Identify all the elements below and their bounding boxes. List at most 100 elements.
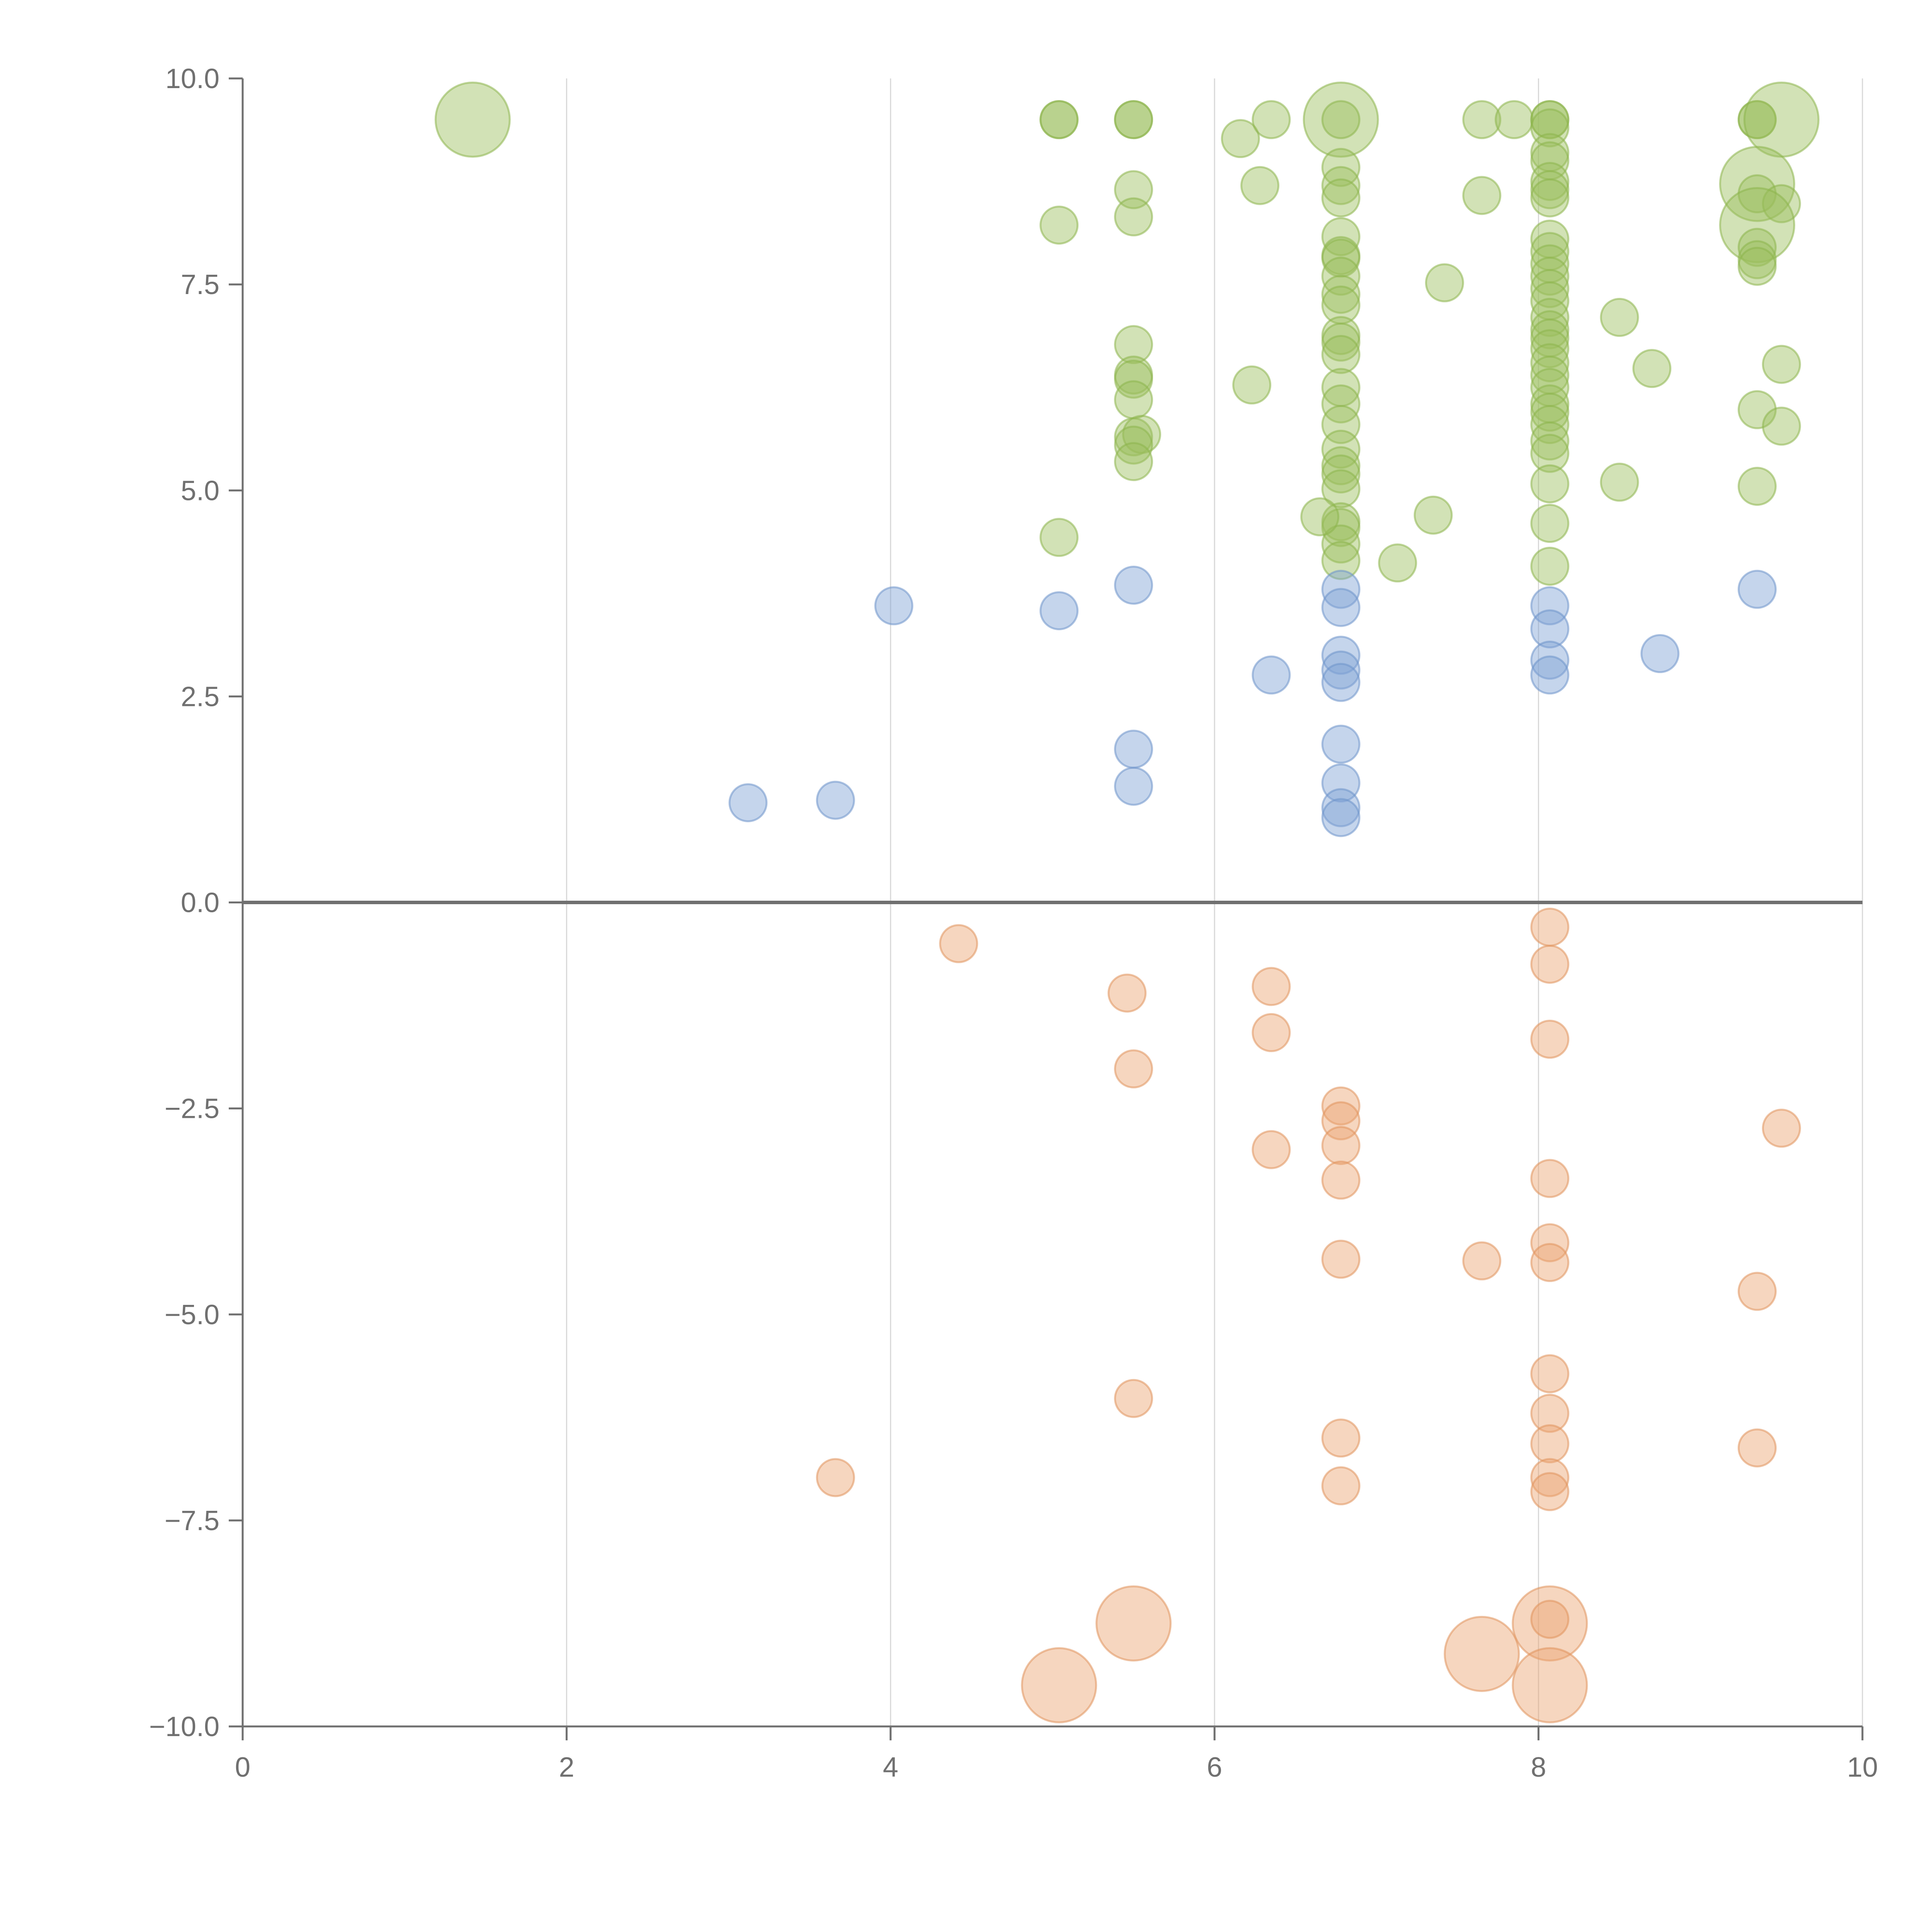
bubble-point — [1321, 636, 1361, 675]
bubble-point — [1530, 504, 1570, 543]
bubble-point — [1743, 82, 1820, 158]
bubble-point — [1738, 467, 1777, 506]
bubble-point — [1762, 345, 1801, 384]
bubble-point — [1039, 518, 1079, 557]
bubble-point — [1114, 359, 1153, 399]
bubble-point — [1321, 663, 1361, 702]
series-high — [434, 82, 1820, 586]
bubble-point — [1444, 1616, 1520, 1692]
x-tick-label: 6 — [1207, 1752, 1222, 1783]
bubble-point — [1114, 1049, 1153, 1088]
x-tick-label: 8 — [1531, 1752, 1546, 1783]
y-tick-label: −2.5 — [165, 1094, 219, 1124]
bubble-point — [1530, 1159, 1570, 1198]
bubble-point — [1321, 275, 1361, 314]
bubble-point — [434, 82, 511, 158]
bubble-point — [1321, 469, 1361, 509]
bubble-point — [1530, 405, 1570, 444]
bubble-point — [1762, 184, 1801, 223]
bubble-point — [1530, 393, 1570, 432]
bubble-point — [1252, 100, 1291, 139]
y-tick-label: 2.5 — [181, 681, 219, 712]
bubble-point — [1321, 788, 1361, 827]
bubble-point — [1321, 178, 1361, 218]
bubble-point — [1462, 1241, 1502, 1281]
series-mid — [728, 565, 1777, 837]
bubble-point — [1530, 546, 1570, 586]
bubble-point — [1114, 325, 1153, 364]
x-tick-label: 4 — [883, 1752, 898, 1783]
bubble-point — [1095, 1585, 1172, 1662]
bubble-point — [1640, 634, 1680, 673]
bubble-point — [1462, 100, 1502, 139]
bubble-point — [1530, 907, 1570, 947]
bubble-point — [1530, 944, 1570, 984]
bubble-point — [1530, 641, 1570, 680]
bubble-point — [1762, 406, 1801, 446]
bubble-point — [1321, 650, 1361, 690]
bubble-point — [1114, 425, 1153, 465]
bubble-point — [1530, 1458, 1570, 1497]
bubble-point — [1321, 454, 1361, 494]
bubble-point — [1321, 1418, 1361, 1458]
bubble-point — [728, 783, 768, 822]
bubble-point — [1039, 591, 1079, 631]
bubble-point — [1303, 82, 1379, 158]
bubble-point — [1114, 442, 1153, 481]
bubble-point — [1321, 100, 1361, 139]
axis-layer: 0 2 4 6 8 10 10.0 7.5 5.0 2.5 0.0 −2.5 −5.0 −7.5 −10.0 — [149, 63, 1878, 1783]
bubble-point — [1738, 390, 1777, 429]
bubble-point — [1600, 298, 1639, 337]
bubble-point — [1240, 166, 1280, 205]
bubble-point — [1600, 463, 1639, 502]
y-tick-label: −5.0 — [165, 1299, 219, 1330]
y-tick-label: −10.0 — [149, 1711, 219, 1742]
bubble-point — [1425, 263, 1464, 303]
bubble-point — [1114, 730, 1153, 769]
bubble-point — [816, 1458, 855, 1497]
bubble-point — [1512, 1585, 1588, 1662]
bubble-point — [1495, 100, 1534, 139]
bubble-point — [1114, 1379, 1153, 1418]
bubble-point — [1114, 380, 1153, 420]
bubble-point — [1530, 655, 1570, 695]
y-tick-label: 7.5 — [181, 269, 219, 300]
bubble-point — [1114, 100, 1153, 139]
bubble-point — [1021, 1647, 1097, 1723]
bubble-point — [1114, 767, 1153, 806]
bubble-point — [1232, 365, 1272, 405]
bubble-point — [1738, 247, 1777, 286]
bubble-point — [1321, 322, 1361, 362]
bubble-point — [1530, 1354, 1570, 1393]
bubble-point — [1530, 464, 1570, 503]
bubble-point — [1530, 1600, 1570, 1639]
bubble-point — [1378, 543, 1417, 583]
bubble-point — [1530, 586, 1570, 626]
bubble-point — [816, 781, 855, 820]
bubble-point — [1530, 100, 1570, 139]
bubble-point — [1321, 1160, 1361, 1200]
bubble-point — [1530, 1019, 1570, 1059]
bubble-point — [1321, 724, 1361, 764]
bubble-point — [1530, 269, 1570, 308]
bubble-point — [1039, 206, 1079, 245]
bubble-point — [1321, 1240, 1361, 1279]
bubble-point — [1738, 570, 1777, 609]
bubble-point — [1252, 1013, 1291, 1052]
bubble-point — [1321, 1126, 1361, 1165]
bubble-point — [1039, 100, 1079, 139]
bubble-point — [874, 586, 913, 626]
bubble-layer — [434, 82, 1820, 1723]
bubble-point — [1114, 170, 1153, 209]
series-low — [816, 907, 1801, 1723]
bubble-point — [1632, 349, 1672, 388]
bubble-point — [1530, 1223, 1570, 1262]
bubble-point — [1321, 524, 1361, 564]
bubble-point — [1252, 967, 1291, 1006]
bubble-point — [1530, 1424, 1570, 1464]
bubble-point — [1321, 166, 1361, 205]
bubble-point — [1321, 541, 1361, 580]
bubble-point — [1321, 446, 1361, 485]
bubble-point — [1321, 1086, 1361, 1126]
